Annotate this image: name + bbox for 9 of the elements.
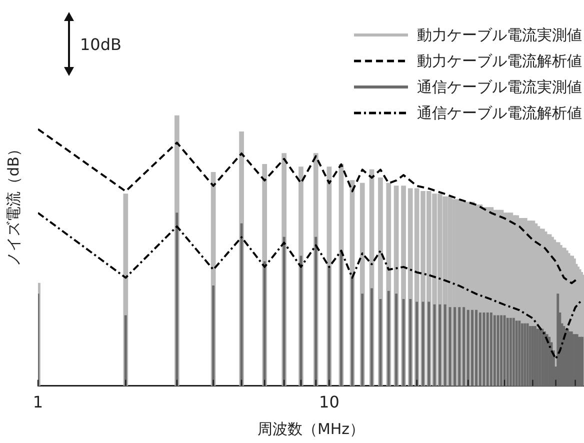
legend-label: 動力ケーブル電流実測値	[417, 26, 582, 44]
x-tick-label: 10	[319, 392, 340, 412]
legend-label: 動力ケーブル電流解析値	[417, 52, 582, 70]
legend-label: 通信ケーブル電流実測値	[417, 78, 582, 96]
y-axis-title: ノイズ電流（dB）	[4, 142, 24, 266]
text: 10dB	[80, 34, 122, 54]
x-tick-label: 1	[32, 392, 44, 412]
x-axis-title: 周波数（MHz）	[257, 420, 365, 438]
legend-label: 通信ケーブル電流解析値	[417, 104, 582, 122]
